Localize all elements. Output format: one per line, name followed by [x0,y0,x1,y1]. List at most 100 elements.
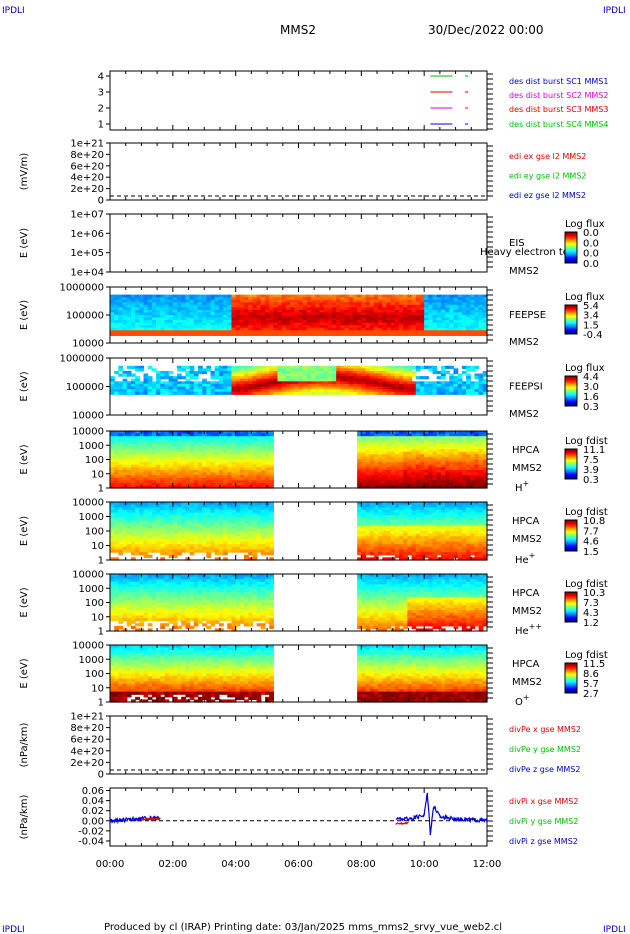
y-tick-label: 10000 [72,498,104,509]
colorbar-title: Log fdist [565,650,608,661]
time-tick-label: 10:00 [410,859,439,870]
series-line [411,813,425,821]
y-axis-label: (mV/m) [19,153,30,191]
colorbar-title: Log fdist [565,436,608,447]
y-axis-label: E (eV) [19,587,30,617]
footer-credits: Produced by cl (IRAP) Printing date: 03/… [104,922,502,933]
y-tick-label: 2e+20 [70,758,104,769]
y-tick-label: 0.00 [82,816,104,827]
legend-entry: edi ex gse l2 MMS2 [509,152,586,161]
y-tick-label: 2 [98,104,104,115]
colorbar-tick: 7.5 [583,455,599,466]
colorbar-tick: 5.7 [583,679,599,690]
spectrogram [110,431,488,489]
spectrogram [110,574,488,632]
y-tick-label: 10000 [72,339,104,350]
y-tick-label: 4 [98,72,104,83]
series-line [109,816,127,824]
y-tick-label: 100 [85,455,104,466]
colorbar-title: Log flux [565,219,605,230]
spectrogram [110,502,488,561]
y-tick-label: 1e+04 [70,268,104,279]
instrument-label: FEEPSI [509,381,543,392]
y-tick-label: 1 [98,484,104,495]
series-line [395,816,413,823]
plot-frame [109,213,488,273]
spacecraft-label: MMS2 [512,534,542,545]
colorbar-tick: 1.5 [583,320,599,331]
instrument-label: FEEPSE [509,310,546,321]
panel-hpca-he-: E (eV) 1 10 100 1000 10000 HPCA MMS2 He++ Log fdi… [19,570,608,638]
colorbar-tick: 3.9 [583,465,599,476]
colorbar [564,591,578,623]
colorbar-title: Log fdist [565,507,608,518]
date-title: 30/Dec/2022 00:00 [428,23,544,37]
y-tick-label: 1000 [79,441,104,452]
y-tick-label: 1e+21 [70,712,104,723]
y-tick-label: 1 [98,556,104,567]
y-tick-label: 100 [85,527,104,538]
species-label: H+ [515,479,529,494]
spacecraft-label: MMS2 [509,409,539,420]
panel-divpi: (nPa/km) -0.04-0.020.000.020.040.06 divPi … [19,786,578,847]
colorbar-tick: 0.0 [583,228,599,239]
panel-hpca-h-: E (eV) 1 10 100 1000 10000 HPCA MMS2 H+ Log fdist… [19,427,608,495]
y-tick-label: 0 [98,196,104,207]
y-tick-label: 0.06 [82,786,104,797]
instrument-label: HPCA [512,659,540,670]
colorbar-tick: 11.5 [583,659,605,670]
y-tick-label: 10000 [72,411,104,422]
y-axis-label: (nPa/km) [19,795,30,840]
y-tick-label: 4e+20 [70,173,104,184]
colorbar-tick: 8.6 [583,669,599,680]
colorbar-tick: 3.4 [583,311,599,322]
spacecraft-label: MMS2 [512,606,542,617]
colorbar-tick: 5.4 [583,301,599,312]
instrument-label: HPCA [512,516,540,527]
colorbar-title: Log flux [565,292,605,303]
colorbar-tick: 0.0 [583,249,599,260]
overlay-text: Heavy electron to [480,247,569,258]
panel-feepse: E (eV) 10000 100000 1000000 FEEPSE MMS2 Log fl… [19,283,605,350]
panel-burst: 1 2 3 4 des dist burst SC1 MMS1 des dist burs… [98,70,608,131]
y-tick-label: 1 [98,627,104,638]
y-tick-label: 0 [98,770,104,781]
series-line [423,793,428,816]
panel-hpca-o-: E (eV) 1 10 100 1000 10000 HPCA MMS2 O+ Log fdist… [19,641,608,709]
legend-entry: des dist burst SC2 MMS2 [509,91,608,100]
colorbar [564,519,578,552]
series-line [395,821,409,826]
series-line [470,816,488,824]
y-tick-label: 1e+07 [70,210,104,221]
y-tick-label: 8e+20 [70,723,104,734]
colorbar-title: Log flux [565,363,605,374]
y-tick-label: 1e+21 [70,139,104,150]
y-tick-label: 3 [98,88,104,99]
instrument-label: HPCA [512,445,540,456]
series-line [429,807,435,836]
y-axis-label: E (eV) [19,371,30,401]
time-tick-label: 08:00 [347,859,376,870]
legend-entry: des dist burst SC3 MMS3 [509,105,608,114]
plot-frame [109,715,488,775]
panel-hpca-he-: E (eV) 1 10 100 1000 10000 HPCA MMS2 He+ Log fdis… [19,498,608,567]
colorbar-tick: 4.6 [583,537,599,548]
legend-entry: divPe x gse MMS2 [509,725,581,734]
colorbar-tick: 4.3 [583,608,599,619]
colorbar-tick: 0.3 [583,475,599,486]
legend-entry: divPi z gse MMS2 [509,837,578,846]
time-tick-label: 00:00 [96,859,125,870]
spectrogram [110,645,488,703]
colorbar-tick: 11.1 [583,445,605,456]
plot-frame [109,142,488,201]
y-tick-label: 0.02 [82,806,104,817]
y-tick-label: 1000 [79,512,104,523]
y-tick-label: 0.04 [82,796,104,807]
y-axis-label: E (eV) [19,300,30,330]
legend-entry: des dist burst SC4 MMS4 [509,120,608,129]
corner-mark-bottom-left: IPDLI [2,925,25,934]
colorbar [564,662,578,694]
